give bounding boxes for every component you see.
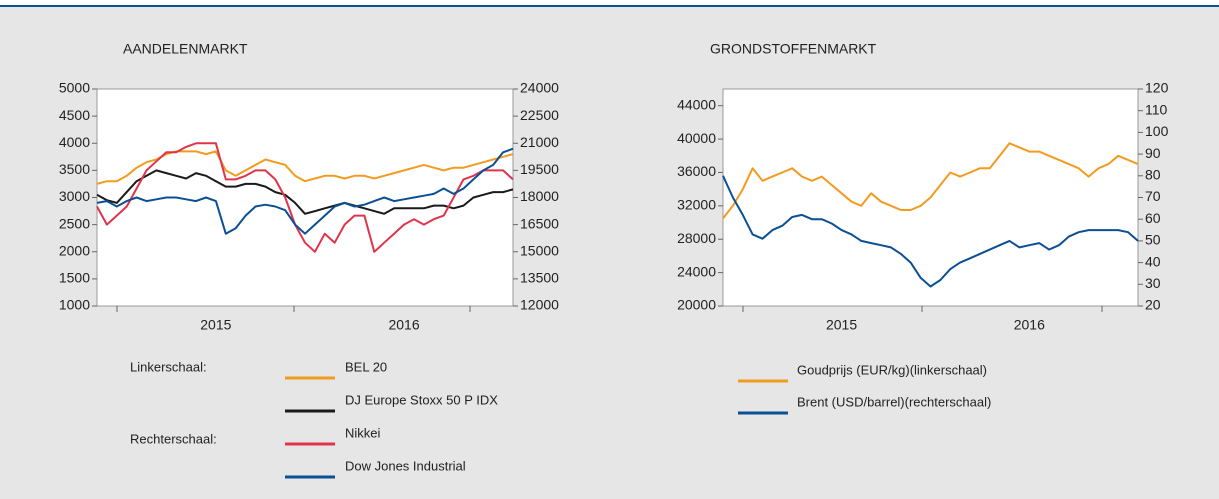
y-tick-label: 40000 (677, 130, 716, 146)
y-tick-label: 5000 (59, 80, 90, 96)
y-tick-label: 44000 (677, 96, 716, 112)
y2-tick-label: 20 (1145, 297, 1161, 313)
y2-tick-label: 16500 (520, 215, 559, 231)
y2-tick-label: 80 (1145, 167, 1161, 183)
y2-tick-label: 15000 (520, 242, 559, 258)
legend-group-label: Rechterschaal: (130, 431, 217, 446)
y2-tick-label: 100 (1145, 123, 1169, 139)
y2-tick-label: 90 (1145, 145, 1161, 161)
plot-area (96, 88, 514, 307)
y2-tick-label: 50 (1145, 232, 1161, 248)
y-tick-label: 24000 (677, 263, 716, 279)
y2-tick-label: 120 (1145, 80, 1169, 96)
y-tick-label: 20000 (677, 297, 716, 313)
legend-label: Brent (USD/barrel)(rechterschaal) (797, 394, 991, 409)
y2-tick-label: 60 (1145, 210, 1161, 226)
top-margin (0, 0, 1219, 5)
legend-label: Nikkei (345, 425, 381, 440)
x-tick-label: 2015 (826, 317, 857, 333)
y-tick-label: 4500 (59, 107, 90, 123)
y-tick-label: 3500 (59, 161, 90, 177)
y-tick-label: 1000 (59, 297, 90, 313)
y2-tick-label: 30 (1145, 275, 1161, 291)
legend-label: Dow Jones Industrial (345, 458, 466, 473)
series-line (722, 175, 1139, 288)
y2-tick-label: 22500 (520, 107, 559, 123)
y-tick-label: 2000 (59, 242, 90, 258)
legend-group-label: Linkerschaal: (130, 359, 207, 374)
series-line (96, 147, 514, 235)
chart-title: AANDELENMARKT (123, 41, 248, 57)
y-tick-label: 2500 (59, 215, 90, 231)
y-tick-label: 1500 (59, 270, 90, 286)
y2-tick-label: 70 (1145, 188, 1161, 204)
y2-tick-label: 19500 (520, 161, 559, 177)
y2-tick-label: 18000 (520, 188, 559, 204)
y2-tick-label: 24000 (520, 80, 559, 96)
x-tick-label: 2015 (200, 317, 231, 333)
legend-label: BEL 20 (345, 359, 387, 374)
top-rule (0, 5, 1219, 7)
x-tick-label: 2016 (1014, 317, 1045, 333)
chart-title: GRONDSTOFFENMARKT (710, 41, 877, 57)
y-tick-label: 32000 (677, 197, 716, 213)
legend-label: DJ Europe Stoxx 50 P IDX (345, 392, 498, 407)
series-line (96, 169, 514, 215)
series-line (96, 150, 514, 185)
y2-tick-label: 13500 (520, 270, 559, 286)
series-line (96, 142, 514, 253)
y-tick-label: 3000 (59, 188, 90, 204)
legend-label: Goudprijs (EUR/kg)(linkerschaal) (797, 362, 987, 377)
y2-tick-label: 40 (1145, 253, 1161, 269)
y-tick-label: 28000 (677, 230, 716, 246)
y2-tick-label: 110 (1145, 101, 1168, 117)
series-line (722, 142, 1139, 220)
y-tick-label: 36000 (677, 163, 716, 179)
y-tick-label: 4000 (59, 134, 90, 150)
y2-tick-label: 12000 (520, 297, 559, 313)
x-tick-label: 2016 (388, 317, 419, 333)
y2-tick-label: 21000 (520, 134, 559, 150)
